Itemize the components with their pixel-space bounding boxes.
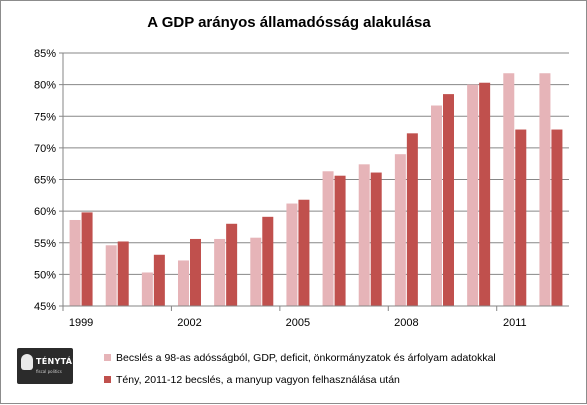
y-tick-label: 65%	[34, 175, 56, 187]
x-tick-label: 2002	[177, 317, 201, 329]
y-tick-label: 60%	[34, 206, 56, 218]
bar-estimate	[431, 105, 442, 306]
bar-estimate	[141, 272, 153, 306]
bar-actual	[298, 199, 310, 306]
bar-actual	[479, 82, 491, 306]
bar-estimate	[178, 260, 189, 306]
y-tick-label: 50%	[34, 269, 56, 281]
bar-actual	[153, 254, 165, 306]
bar-actual	[551, 129, 563, 306]
legend-swatch-actual	[104, 376, 111, 383]
x-tick-label: 2005	[286, 317, 310, 329]
bar-estimate	[467, 84, 479, 306]
tenytar-logo: TÉNYTÁR fiscal politics	[17, 348, 73, 384]
y-tick-label: 75%	[34, 111, 56, 123]
bar-actual	[370, 172, 382, 306]
x-tick-label: 2008	[394, 317, 418, 329]
bar-actual	[406, 133, 418, 306]
y-tick-label: 80%	[34, 80, 56, 92]
bar-estimate	[503, 73, 515, 307]
y-tick-label: 70%	[34, 143, 56, 155]
bar-estimate	[394, 154, 406, 306]
y-tick-label: 45%	[34, 301, 56, 313]
bar-actual	[226, 223, 238, 306]
lightbulb-icon	[21, 354, 33, 370]
bar-estimate	[214, 238, 226, 306]
bar-estimate	[539, 73, 551, 307]
x-tick-label: 2011	[503, 317, 527, 329]
bars	[69, 73, 563, 307]
grid-lines	[63, 52, 569, 275]
bar-actual	[262, 216, 274, 306]
bar-estimate	[358, 164, 370, 306]
legend: Becslés a 98-as adósságból, GDP, deficit…	[104, 352, 496, 386]
x-tick-label: 1999	[69, 317, 93, 329]
bar-estimate	[105, 245, 117, 306]
logo-name: TÉNYTÁR	[36, 357, 73, 366]
bar-actual	[334, 175, 346, 306]
y-tick-label: 85%	[34, 48, 56, 60]
legend-label-estimate: Becslés a 98-as adósságból, GDP, deficit…	[116, 352, 496, 364]
bar-estimate	[286, 203, 298, 306]
legend-label-actual: Tény, 2011-12 becslés, a manyup vagyon f…	[116, 374, 400, 386]
bar-actual	[515, 129, 527, 306]
bar-estimate	[69, 219, 81, 306]
y-tick-label: 55%	[34, 238, 56, 250]
logo-tagline: fiscal politics	[36, 369, 62, 374]
bar-actual	[117, 241, 129, 306]
bar-actual	[190, 238, 201, 306]
chart-title: A GDP arányos államadósság alakulása	[147, 14, 431, 31]
bar-estimate	[322, 171, 334, 306]
legend-swatch-estimate	[104, 354, 111, 361]
bar-actual	[443, 94, 454, 306]
bar-estimate	[250, 237, 262, 306]
axes: 45% 50% 55% 60% 65% 70% 75% 80% 85% 1999 2002 2005 2…	[34, 48, 569, 329]
bar-actual	[81, 212, 93, 306]
